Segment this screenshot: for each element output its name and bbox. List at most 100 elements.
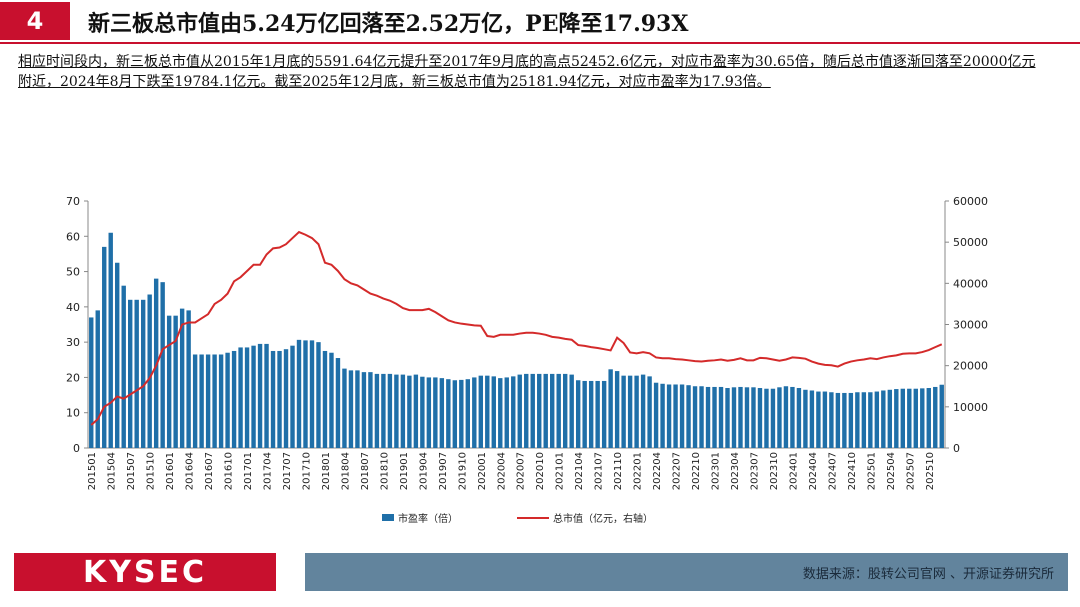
y-tick-label: 60 (66, 230, 80, 243)
x-tick-label: 201801 (321, 452, 332, 490)
bar (472, 377, 477, 448)
bar (478, 375, 483, 448)
bar (731, 387, 737, 448)
bar (627, 375, 633, 448)
x-tick-label: 202310 (769, 452, 780, 490)
bar (296, 339, 302, 448)
x-tick-label: 201904 (418, 452, 429, 490)
x-tick-label: 201601 (165, 452, 176, 490)
bar (907, 388, 912, 448)
bar (868, 392, 873, 448)
y2-tick-label: 40000 (953, 277, 988, 290)
bar (640, 374, 646, 448)
bar (718, 386, 724, 448)
bar (251, 345, 256, 448)
bar (491, 376, 496, 448)
x-tick-label: 202207 (672, 452, 683, 490)
bar (205, 354, 211, 448)
x-tick-label: 202204 (652, 452, 663, 490)
bar (504, 377, 509, 448)
y2-tick-label: 0 (953, 442, 960, 455)
bar (244, 347, 250, 448)
x-tick-label: 202101 (555, 452, 566, 490)
source: 数据来源：股转公司官网 、开源证券研究所 (305, 553, 1068, 591)
bar (511, 376, 516, 448)
bar (764, 388, 769, 448)
bar (179, 308, 185, 448)
bar (257, 343, 263, 448)
header-rule (0, 42, 1080, 44)
bar (705, 386, 711, 448)
bar (108, 232, 113, 448)
y2-tick-label: 30000 (953, 319, 988, 332)
x-tick-label: 202007 (516, 452, 527, 490)
bar (653, 382, 659, 448)
bar (530, 373, 535, 448)
bar (303, 340, 308, 448)
bar (835, 392, 841, 448)
bar (400, 374, 406, 448)
x-tick-label: 202501 (866, 452, 877, 490)
bar (686, 385, 691, 448)
bar (199, 354, 204, 448)
x-tick-label: 201701 (243, 452, 254, 490)
bar (562, 373, 568, 448)
bar (588, 380, 594, 448)
bar (134, 299, 139, 448)
bar (582, 380, 587, 448)
bar (913, 388, 918, 448)
x-tick-label: 202304 (730, 452, 741, 490)
y2-tick-label: 60000 (953, 195, 988, 208)
x-tick-label: 202301 (711, 452, 722, 490)
bar (433, 377, 438, 448)
bar (329, 352, 334, 448)
bar (939, 384, 944, 448)
bar (933, 386, 938, 448)
x-tick-label: 202107 (594, 452, 605, 490)
bar (634, 375, 639, 448)
x-tick-label: 201504 (107, 452, 118, 490)
bar (348, 370, 354, 448)
x-tick-label: 202504 (886, 452, 897, 490)
bar (446, 379, 451, 448)
bar (426, 377, 432, 448)
y2-tick-label: 10000 (953, 401, 988, 414)
bar (498, 378, 503, 448)
y2-tick-label: 20000 (953, 360, 988, 373)
bar (861, 392, 867, 448)
bar (387, 373, 393, 448)
bar (160, 282, 165, 448)
legend-label: 总市值（亿元，右轴） (553, 512, 653, 525)
bar (264, 343, 269, 448)
bar (218, 354, 224, 448)
bar (621, 375, 626, 448)
x-tick-label: 202410 (847, 452, 858, 490)
bar (95, 310, 100, 448)
y-tick-label: 20 (66, 371, 80, 384)
bar (770, 388, 776, 448)
x-tick-label: 201610 (224, 452, 235, 490)
bar (316, 342, 321, 448)
bar (140, 299, 146, 448)
bar (679, 384, 685, 448)
bar (309, 340, 315, 448)
bar (374, 373, 380, 448)
bar (829, 392, 834, 448)
bar (121, 285, 126, 448)
legend-label: 市盈率（倍） (398, 512, 458, 525)
x-tick-label: 201510 (146, 452, 157, 490)
y-tick-label: 30 (66, 336, 80, 349)
bar (277, 350, 282, 448)
x-tick-label: 202510 (925, 452, 936, 490)
bar (355, 370, 360, 448)
bar (926, 388, 931, 448)
bar (660, 383, 665, 448)
bar (757, 388, 763, 448)
x-tick-label: 201910 (457, 452, 468, 490)
bar (413, 374, 419, 448)
bar (465, 379, 471, 448)
bar (322, 350, 328, 448)
x-tick-label: 202201 (633, 452, 644, 490)
